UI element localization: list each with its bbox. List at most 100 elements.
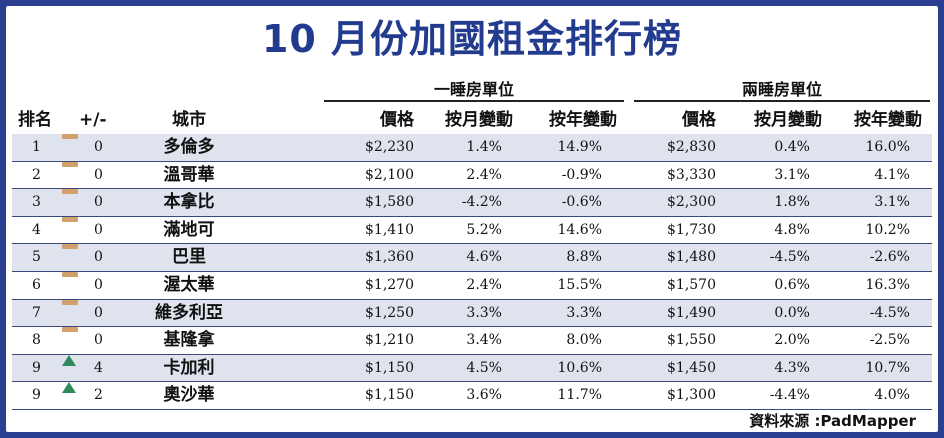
cell-p1: $1,150	[365, 359, 414, 376]
cell-p1: $1,150	[365, 387, 414, 404]
cell-y2: 16.3%	[865, 276, 910, 293]
rank-unchanged-icon	[62, 244, 78, 250]
cell-y2: 3.1%	[874, 194, 910, 211]
cell-rank: 6	[32, 276, 41, 293]
group-header-one-bedroom: 一睡房單位	[324, 80, 624, 102]
cell-city: 溫哥華	[163, 164, 215, 185]
cell-delta: 0	[94, 249, 103, 266]
cell-p2: $1,480	[667, 249, 716, 266]
cell-rank: 2	[32, 166, 41, 183]
cell-rank: 1	[32, 139, 41, 155]
cell-y1: -0.6%	[561, 194, 602, 211]
rank-up-icon	[62, 354, 76, 366]
cell-y2: -4.5%	[869, 304, 910, 321]
cell-m1: 3.3%	[466, 304, 502, 321]
cell-y1: 11.7%	[557, 387, 602, 404]
cell-p2: $1,300	[667, 387, 716, 404]
table-row: 9 4 卡加利 $1,150 4.5% 10.6% $1,450 4.3% 10.7%	[12, 354, 932, 383]
table-body: 1 0 多倫多 $2,230 1.4% 14.9% $2,830 0.4% 16.0% 2 0 溫哥華…	[12, 134, 932, 410]
cell-p2: $1,570	[667, 276, 716, 293]
cell-m2: 4.3%	[774, 359, 810, 376]
cell-p2: $2,300	[667, 194, 716, 211]
cell-p1: $1,360	[365, 249, 414, 266]
cell-rank: 5	[32, 249, 41, 266]
cell-rank: 9	[32, 387, 41, 404]
header-city: 城市	[172, 110, 206, 130]
cell-m2: -4.5%	[769, 249, 810, 266]
cell-city: 多倫多	[163, 137, 215, 157]
cell-p2: $1,490	[667, 304, 716, 321]
header-price-2: 價格	[682, 110, 716, 130]
rent-ranking-panel: 10 月份加國租金排行榜 一睡房單位 兩睡房單位 排名 +/- 城市 價格 按月…	[6, 6, 938, 432]
cell-city: 巴里	[172, 247, 206, 268]
cell-p1: $1,210	[365, 332, 414, 349]
cell-m2: 0.0%	[774, 304, 810, 321]
table-row: 8 0 基隆拿 $1,210 3.4% 8.0% $1,550 2.0% -2.5%	[12, 327, 932, 355]
cell-m2: 2.0%	[774, 332, 810, 349]
cell-delta: 0	[94, 276, 103, 293]
table-row: 1 0 多倫多 $2,230 1.4% 14.9% $2,830 0.4% 16.0%	[12, 134, 932, 162]
cell-m2: 3.1%	[774, 166, 810, 183]
rank-unchanged-icon	[62, 189, 78, 195]
cell-delta: 0	[94, 194, 103, 211]
table-header: 排名 +/- 城市 價格 按月變動 按年變動 價格 按月變動 按年變動	[6, 108, 938, 132]
cell-m1: 2.4%	[466, 166, 502, 183]
header-price-1: 價格	[380, 110, 414, 130]
rank-unchanged-icon	[62, 216, 78, 222]
cell-p1: $1,270	[365, 276, 414, 293]
cell-rank: 9	[32, 359, 41, 376]
cell-delta: 4	[94, 359, 103, 376]
cell-p1: $2,100	[365, 166, 414, 183]
cell-m1: 3.6%	[466, 387, 502, 404]
cell-rank: 3	[32, 194, 41, 211]
rank-unchanged-icon	[62, 271, 78, 277]
cell-y1: 8.8%	[566, 249, 602, 266]
table-row: 5 0 巴里 $1,360 4.6% 8.8% $1,480 -4.5% -2.6%	[12, 244, 932, 272]
cell-m2: 4.8%	[774, 221, 810, 238]
source-note: 資料來源 :PadMapper	[749, 412, 916, 430]
rank-unchanged-icon	[62, 299, 78, 305]
cell-m2: 1.8%	[774, 194, 810, 211]
table-row: 3 0 本拿比 $1,580 -4.2% -0.6% $2,300 1.8% 3.1%	[12, 189, 932, 217]
rank-up-icon	[62, 382, 76, 394]
cell-city: 奧沙華	[163, 385, 215, 406]
cell-rank: 4	[32, 221, 41, 238]
header-monthly-2: 按月變動	[754, 110, 822, 130]
cell-y1: -0.9%	[561, 166, 602, 183]
cell-y2: -2.5%	[869, 332, 910, 349]
cell-city: 維多利亞	[155, 302, 223, 323]
cell-m2: 0.4%	[774, 139, 810, 155]
cell-y2: 10.7%	[865, 359, 910, 376]
header-monthly-1: 按月變動	[445, 110, 513, 130]
cell-y1: 8.0%	[566, 332, 602, 349]
cell-p1: $1,250	[365, 304, 414, 321]
cell-p2: $1,450	[667, 359, 716, 376]
cell-city: 渥太華	[163, 274, 215, 295]
cell-delta: 0	[94, 332, 103, 349]
table-row: 6 0 渥太華 $1,270 2.4% 15.5% $1,570 0.6% 16.3%	[12, 271, 932, 300]
cell-y1: 14.9%	[557, 139, 602, 155]
cell-y2: 10.2%	[865, 221, 910, 238]
cell-city: 本拿比	[163, 192, 215, 213]
cell-delta: 2	[94, 387, 103, 404]
cell-delta: 0	[94, 221, 103, 238]
rank-unchanged-icon	[62, 161, 78, 167]
header-rank: 排名	[18, 110, 52, 130]
cell-y2: -2.6%	[869, 249, 910, 266]
cell-y1: 15.5%	[557, 276, 602, 293]
cell-m1: 4.5%	[466, 359, 502, 376]
table-row: 9 2 奧沙華 $1,150 3.6% 11.7% $1,300 -4.4% 4.0%	[12, 382, 932, 410]
table-row: 7 0 維多利亞 $1,250 3.3% 3.3% $1,490 0.0% -4.5%	[12, 299, 932, 328]
header-yearly-1: 按年變動	[549, 110, 617, 130]
cell-y2: 4.1%	[874, 166, 910, 183]
cell-y1: 3.3%	[566, 304, 602, 321]
cell-y2: 4.0%	[874, 387, 910, 404]
cell-m1: 3.4%	[466, 332, 502, 349]
cell-city: 基隆拿	[163, 330, 215, 351]
cell-m1: 1.4%	[466, 139, 502, 155]
cell-rank: 7	[32, 304, 41, 321]
page-title: 10 月份加國租金排行榜	[261, 17, 683, 61]
header-yearly-2: 按年變動	[854, 110, 922, 130]
cell-p2: $2,830	[667, 139, 716, 155]
cell-delta: 0	[94, 304, 103, 321]
